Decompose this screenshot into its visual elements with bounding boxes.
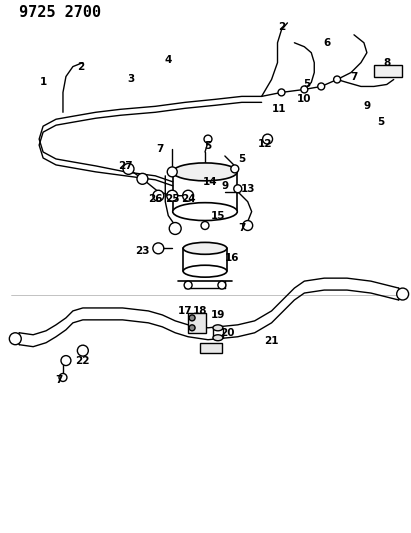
- Text: 19: 19: [211, 310, 225, 320]
- Text: 7: 7: [350, 71, 358, 82]
- Text: 7: 7: [157, 144, 164, 154]
- Text: 15: 15: [211, 211, 225, 221]
- Text: 5: 5: [238, 154, 245, 164]
- Text: 2: 2: [278, 22, 285, 32]
- Text: 6: 6: [323, 38, 331, 48]
- Circle shape: [263, 134, 272, 144]
- Text: 5: 5: [204, 141, 212, 151]
- Text: 13: 13: [240, 184, 255, 194]
- Text: 4: 4: [164, 55, 172, 64]
- Circle shape: [167, 190, 178, 201]
- Text: 18: 18: [193, 306, 207, 316]
- Circle shape: [204, 135, 212, 143]
- Text: 12: 12: [257, 139, 272, 149]
- Circle shape: [201, 222, 209, 230]
- Ellipse shape: [183, 243, 227, 254]
- Text: 5: 5: [304, 79, 311, 90]
- Ellipse shape: [213, 335, 223, 341]
- Ellipse shape: [173, 163, 237, 181]
- Bar: [200, 343, 222, 353]
- Text: 8: 8: [383, 58, 390, 68]
- Circle shape: [189, 325, 195, 331]
- Circle shape: [123, 164, 134, 174]
- Circle shape: [301, 86, 308, 93]
- Circle shape: [334, 76, 341, 83]
- Circle shape: [61, 356, 71, 366]
- Circle shape: [397, 288, 409, 300]
- Text: 7: 7: [55, 375, 63, 385]
- Text: 16: 16: [224, 253, 239, 263]
- Circle shape: [167, 167, 177, 177]
- Circle shape: [243, 221, 253, 230]
- Circle shape: [153, 190, 164, 201]
- Circle shape: [59, 374, 67, 382]
- Circle shape: [169, 222, 181, 235]
- Text: 26: 26: [148, 193, 163, 204]
- Text: 9: 9: [363, 101, 370, 111]
- Text: 5: 5: [377, 117, 384, 127]
- Circle shape: [153, 243, 164, 254]
- Circle shape: [278, 89, 285, 96]
- Circle shape: [218, 281, 226, 289]
- Text: 2: 2: [77, 62, 85, 71]
- Text: 7: 7: [238, 223, 245, 233]
- Circle shape: [234, 185, 242, 193]
- Circle shape: [189, 315, 195, 321]
- Text: 23: 23: [135, 246, 150, 256]
- Ellipse shape: [173, 203, 237, 221]
- Text: 22: 22: [76, 356, 90, 366]
- Circle shape: [184, 281, 192, 289]
- Text: 3: 3: [127, 75, 134, 85]
- Text: 21: 21: [264, 336, 279, 346]
- Text: 9: 9: [221, 181, 229, 191]
- Circle shape: [77, 345, 88, 356]
- Text: 11: 11: [272, 104, 287, 114]
- Text: 10: 10: [297, 94, 312, 104]
- Text: 14: 14: [203, 177, 217, 187]
- Text: 17: 17: [178, 306, 192, 316]
- Text: 1: 1: [39, 77, 47, 87]
- Text: 20: 20: [221, 328, 235, 338]
- Circle shape: [9, 333, 21, 345]
- Ellipse shape: [183, 265, 227, 277]
- Ellipse shape: [213, 325, 223, 331]
- Circle shape: [182, 190, 194, 201]
- Bar: [374, 64, 402, 77]
- Text: 27: 27: [118, 161, 133, 171]
- Circle shape: [318, 83, 325, 90]
- Text: 25: 25: [165, 193, 180, 204]
- Text: 9725 2700: 9725 2700: [19, 5, 102, 20]
- Text: 24: 24: [181, 193, 196, 204]
- Circle shape: [137, 173, 148, 184]
- Circle shape: [231, 165, 239, 173]
- Bar: [188, 313, 206, 333]
